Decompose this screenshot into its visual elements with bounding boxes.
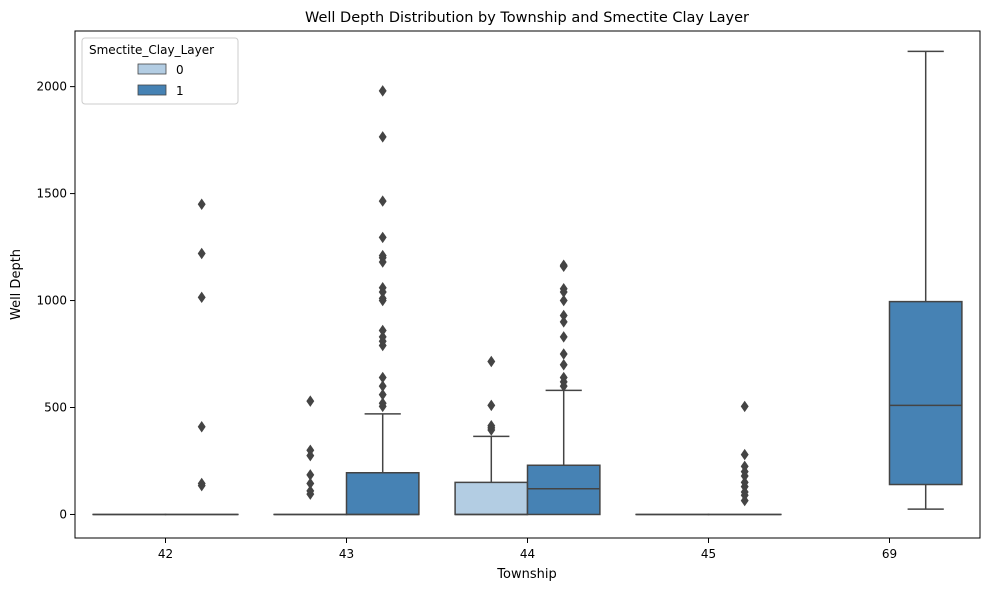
outlier-point [378,331,387,343]
box-group [454,355,529,516]
outlier-point [487,419,496,432]
y-tick-label: 500 [44,401,67,415]
outlier-point [559,348,568,360]
x-tick-label: 44 [520,547,535,561]
outlier-point [378,292,387,305]
y-tick-label: 0 [59,507,67,521]
outlier-point [378,380,387,392]
outlier-point [378,281,387,294]
outlier-point [740,400,749,413]
plot-area [92,50,963,516]
legend-title: Smectite_Clay_Layer [89,43,214,57]
legend-label-1: 1 [176,84,184,98]
box-body [888,300,963,486]
y-axis: 0 500 1000 1500 2000 [36,80,75,521]
box-group [345,85,420,516]
y-tick-label: 1500 [36,187,67,201]
legend-label-0: 0 [176,63,184,77]
outlier-group [306,395,315,500]
y-axis-label: Well Depth [9,249,24,320]
outlier-point [559,316,568,328]
outlier-point [378,249,387,262]
outlier-point [740,460,749,473]
outlier-point [306,395,315,407]
outlier-point [378,195,387,207]
outlier-point [740,448,749,461]
outlier-point [740,476,749,489]
outlier-point [197,198,206,211]
x-tick-label: 45 [701,547,716,561]
box-body [454,481,529,516]
y-tick-label: 2000 [36,80,67,94]
box-group [164,198,239,516]
outlier-point [197,421,206,433]
outlier-point [559,259,568,271]
outlier-point [559,331,568,343]
outlier-point [306,477,315,490]
outlier-point [487,355,496,368]
outlier-point [197,477,206,490]
plot-frame [74,30,981,539]
x-axis-label: Township [496,567,556,582]
outlier-point [559,358,568,371]
legend-swatch-1 [137,84,167,96]
outlier-point [378,371,387,384]
outlier-point [487,399,496,412]
outlier-point [378,324,387,337]
chart-title: Well Depth Distribution by Township and … [305,10,749,26]
box-body [345,472,420,516]
outlier-point [306,469,315,481]
outlier-point [378,85,387,97]
box-body [526,464,601,516]
x-tick-label: 69 [882,547,897,561]
box-group [526,259,601,516]
box-group [888,50,963,510]
y-tick-label: 1000 [36,294,67,308]
outlier-point [378,397,387,409]
outlier-point [559,283,568,295]
outlier-point [378,388,387,401]
outlier-point [378,131,387,143]
outlier-point [559,309,568,322]
outlier-point [306,444,315,457]
outlier-point [378,231,387,244]
outlier-point [306,485,315,497]
x-tick-label: 43 [339,547,354,561]
outlier-point [559,294,568,307]
outlier-point [197,291,206,304]
x-tick-label: 42 [158,547,173,561]
x-axis: 42 43 44 45 69 [158,538,897,561]
outlier-point [197,247,206,260]
legend-swatch-0 [137,63,167,75]
legend: Smectite_Clay_Layer 0 1 [81,37,239,105]
box-group [707,400,782,516]
outlier-point [559,371,568,384]
